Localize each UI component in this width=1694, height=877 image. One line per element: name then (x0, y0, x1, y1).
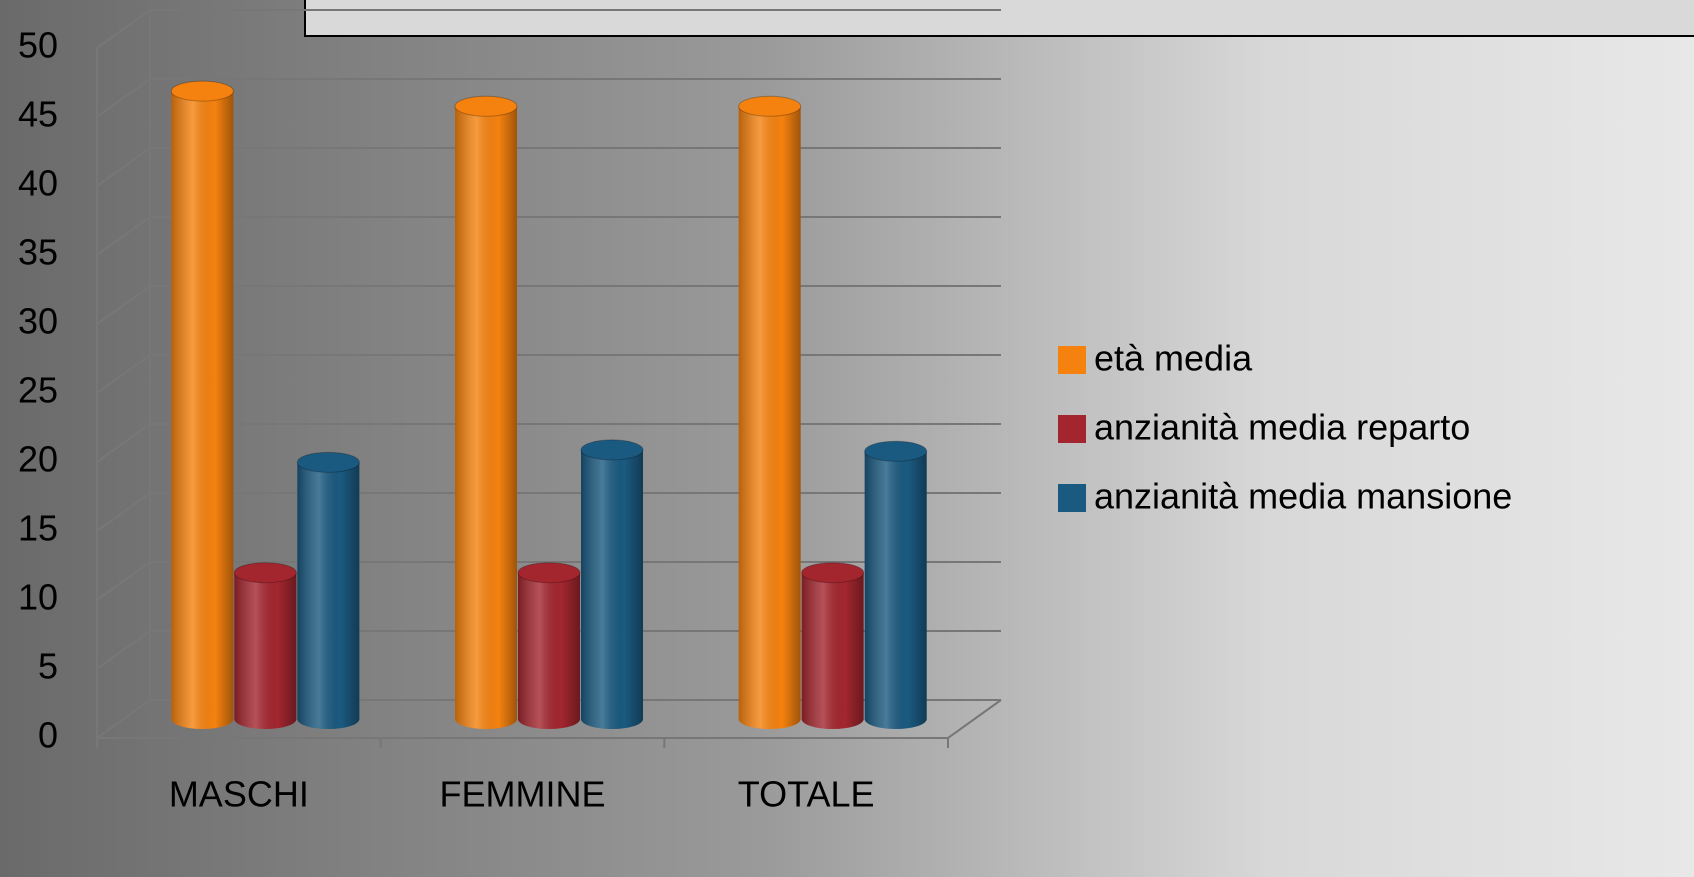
legend-label: anzianità media reparto (1094, 407, 1470, 448)
cylinder (297, 452, 359, 729)
bar-base-shade (802, 709, 864, 729)
bar-shade (739, 106, 801, 719)
y-tick-label: 30 (18, 301, 58, 342)
bar-shade (455, 106, 517, 719)
bar-cap (518, 563, 580, 583)
y-tick-label: 50 (18, 25, 58, 66)
title-box (305, 0, 1694, 36)
bar-cap (802, 563, 864, 583)
x-tick-label: TOTALE (738, 774, 875, 815)
bar-base-shade (234, 709, 296, 729)
bar-cap (739, 96, 801, 116)
y-tick-label: 10 (18, 577, 58, 618)
cylinder (234, 563, 296, 729)
bar-base-shade (518, 709, 580, 729)
legend-label: anzianità media mansione (1094, 476, 1512, 517)
bar-cap (865, 441, 927, 461)
cylinder (581, 440, 643, 729)
bar-cap (171, 81, 233, 101)
bar-cap (234, 563, 296, 583)
legend-swatch (1058, 484, 1086, 512)
cylinder (802, 563, 864, 729)
bar-base-shade (865, 709, 927, 729)
bar-shade (802, 573, 864, 719)
y-tick-label: 15 (18, 508, 58, 549)
x-tick-label: FEMMINE (440, 774, 606, 815)
chart: 0 5 10 15 20 25 30 35 40 45 50 MASCHI FEMMINE TOTALE e… (0, 0, 1694, 877)
bar-shade (865, 451, 927, 719)
bar-cap (581, 440, 643, 460)
bar-shade (581, 450, 643, 719)
bar-base-shade (581, 709, 643, 729)
cylinder (455, 96, 517, 729)
bar-shade (297, 462, 359, 719)
y-tick-label: 35 (18, 232, 58, 273)
bar-cap (297, 452, 359, 472)
y-tick-label: 25 (18, 370, 58, 411)
bar-base-shade (739, 709, 801, 729)
y-tick-label: 5 (38, 646, 58, 687)
bar-shade (171, 91, 233, 719)
y-tick-label: 45 (18, 94, 58, 135)
bar-shade (518, 573, 580, 719)
bar-shade (234, 573, 296, 719)
bar-cap (455, 96, 517, 116)
legend-swatch (1058, 346, 1086, 374)
y-tick-label: 20 (18, 439, 58, 480)
x-tick-label: MASCHI (169, 774, 309, 815)
cylinder (739, 96, 801, 729)
bar-base-shade (171, 709, 233, 729)
cylinder (865, 441, 927, 729)
legend-label: età media (1094, 338, 1253, 379)
bar-base-shade (297, 709, 359, 729)
cylinder (518, 563, 580, 729)
cylinder (171, 81, 233, 729)
y-tick-label: 40 (18, 163, 58, 204)
y-tick-label: 0 (38, 715, 58, 756)
legend-swatch (1058, 415, 1086, 443)
bar-base-shade (455, 709, 517, 729)
